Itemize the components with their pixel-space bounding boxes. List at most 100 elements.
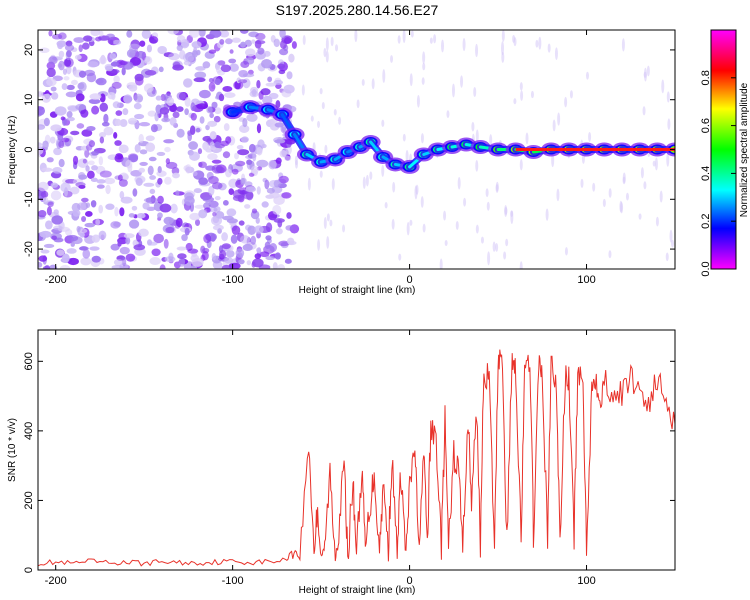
noise-speckle xyxy=(38,142,43,147)
noise-speckle xyxy=(58,60,65,71)
snr-axes: -200 -100 0 100 0 200 400 600 xyxy=(23,330,675,587)
noise-speckle xyxy=(45,220,53,230)
noise-streak xyxy=(319,87,323,95)
noise-streak xyxy=(433,34,437,44)
noise-speckle xyxy=(53,225,63,231)
noise-speckle xyxy=(58,50,65,58)
noise-streak xyxy=(486,201,490,211)
noise-streak xyxy=(402,30,406,44)
noise-speckle xyxy=(284,37,292,45)
noise-speckle xyxy=(262,95,273,105)
noise-speckle xyxy=(42,197,49,203)
noise-speckle xyxy=(163,139,175,144)
noise-speckle xyxy=(122,108,129,116)
noise-speckle xyxy=(67,257,79,266)
noise-speckle xyxy=(190,102,196,112)
noise-speckle xyxy=(202,61,211,69)
noise-streak xyxy=(510,210,514,217)
noise-speckle xyxy=(64,187,69,197)
noise-speckle xyxy=(126,49,136,58)
noise-speckle xyxy=(168,252,174,261)
noise-streak xyxy=(564,96,568,108)
noise-speckle xyxy=(237,149,250,156)
noise-speckle xyxy=(158,66,164,73)
noise-streak xyxy=(530,90,534,99)
noise-speckle xyxy=(89,246,100,251)
noise-speckle xyxy=(38,210,47,218)
noise-speckle xyxy=(76,225,81,233)
noise-speckle xyxy=(252,258,264,268)
noise-speckle xyxy=(82,42,90,50)
colorbar-tick-label: 0.8 xyxy=(700,70,712,85)
noise-speckle xyxy=(208,82,216,92)
noise-speckle xyxy=(87,61,99,68)
noise-speckle xyxy=(159,203,172,213)
figure-title: S197.2025.280.14.56.E27 xyxy=(276,2,439,18)
noise-speckle xyxy=(194,204,206,209)
noise-streak xyxy=(381,164,385,177)
noise-speckle xyxy=(209,131,217,140)
noise-speckle xyxy=(138,122,151,127)
noise-speckle xyxy=(223,123,230,131)
noise-streak xyxy=(369,171,373,180)
noise-speckle xyxy=(284,258,292,264)
noise-speckle xyxy=(83,35,93,42)
noise-speckle xyxy=(73,37,85,43)
noise-speckle xyxy=(109,39,114,45)
noise-streak xyxy=(485,188,489,198)
noise-speckle xyxy=(286,71,293,80)
noise-speckle xyxy=(114,154,124,163)
noise-speckle xyxy=(273,38,280,48)
noise-speckle xyxy=(172,172,180,179)
noise-speckle xyxy=(175,190,180,196)
noise-streak xyxy=(513,37,517,47)
noise-speckle xyxy=(56,249,65,256)
noise-speckle xyxy=(224,92,236,99)
noise-speckle xyxy=(205,200,212,206)
noise-speckle xyxy=(265,255,275,261)
noise-speckle xyxy=(214,141,221,148)
noise-speckle xyxy=(178,256,186,267)
noise-speckle xyxy=(255,217,260,224)
noise-streak xyxy=(501,30,505,42)
snr-series-line xyxy=(38,349,675,567)
colorbar-label: Normalized spectral amplitude xyxy=(739,82,750,217)
noise-speckle xyxy=(246,113,258,122)
noise-speckle xyxy=(63,57,74,68)
noise-speckle xyxy=(38,106,46,116)
noise-speckle xyxy=(50,190,62,201)
noise-streak xyxy=(323,47,327,58)
noise-speckle xyxy=(256,186,261,195)
noise-speckle xyxy=(198,177,209,185)
spectrogram-xtick-label: 100 xyxy=(577,274,595,286)
noise-speckle xyxy=(125,159,133,169)
noise-speckle xyxy=(163,216,174,225)
noise-streak xyxy=(455,220,459,230)
noise-speckle xyxy=(220,64,232,73)
noise-speckle xyxy=(212,215,220,224)
noise-speckle xyxy=(231,225,241,235)
noise-streak xyxy=(669,229,673,243)
noise-speckle xyxy=(240,136,249,143)
noise-speckle xyxy=(256,159,269,168)
noise-speckle xyxy=(43,117,50,127)
noise-speckle xyxy=(76,123,85,129)
noise-speckle xyxy=(40,249,50,254)
noise-streak xyxy=(302,35,306,46)
noise-speckle xyxy=(51,235,57,240)
noise-speckle xyxy=(144,56,153,65)
noise-speckle xyxy=(84,222,96,228)
noise-speckle xyxy=(47,201,54,208)
noise-speckle xyxy=(49,136,56,144)
noise-speckle xyxy=(105,203,115,210)
noise-speckle xyxy=(195,219,200,227)
noise-streak xyxy=(338,116,342,125)
noise-speckle xyxy=(50,86,57,92)
noise-speckle xyxy=(224,257,234,264)
noise-speckle xyxy=(38,255,48,262)
snr-frame xyxy=(37,329,676,571)
noise-streak xyxy=(405,149,409,163)
noise-streak xyxy=(457,177,461,190)
noise-speckle xyxy=(240,30,249,34)
noise-speckle xyxy=(189,125,196,135)
